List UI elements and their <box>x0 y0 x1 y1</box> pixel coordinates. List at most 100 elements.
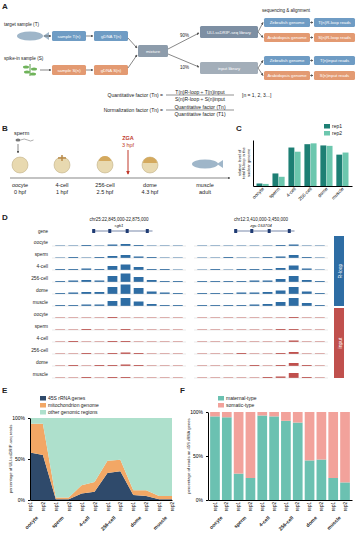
box <box>264 18 310 27</box>
signal-bar <box>108 287 118 294</box>
signal-bar <box>263 245 273 247</box>
signal-bar <box>263 365 273 367</box>
bar-segment <box>281 412 291 421</box>
exon <box>146 229 149 233</box>
cell-cap <box>58 155 66 161</box>
signal-bar <box>55 377 65 379</box>
tick-label: rep2 <box>170 502 175 512</box>
exon <box>126 229 129 233</box>
label: oocyte <box>34 240 48 245</box>
signal-bar <box>250 329 260 331</box>
signal-bar <box>276 291 286 295</box>
signal-bar <box>210 353 220 355</box>
signal-bar <box>197 269 207 271</box>
signal-bar <box>210 257 220 259</box>
label: maternal-type <box>226 395 257 401</box>
tick-label: rep1 <box>236 502 241 512</box>
label: 3 hpf <box>122 142 135 148</box>
signal-bar <box>160 341 170 343</box>
box <box>94 31 128 41</box>
signal-bar <box>315 377 325 379</box>
signal-bar <box>302 292 312 295</box>
signal-bar <box>236 245 246 247</box>
legend-item: maternal-type <box>218 395 257 401</box>
legend-item: rep2 <box>324 130 342 136</box>
track-baseline <box>52 318 186 319</box>
box-label: gDNA T(n) <box>101 34 122 39</box>
label: 4-cell <box>78 514 92 528</box>
label: chr12:3,410,000-3,450,000 <box>234 217 289 222</box>
signal-bar <box>147 341 157 343</box>
bar-segment <box>246 478 256 500</box>
arrow <box>258 61 263 69</box>
tick: 256-cell <box>297 186 312 201</box>
signal-bar <box>147 329 157 331</box>
signal-bar <box>197 365 207 367</box>
tick-mark <box>28 459 30 460</box>
tick-label: rep2 <box>295 502 300 512</box>
signal-bar <box>121 244 131 246</box>
label: rep2 <box>332 130 342 136</box>
tick-label: rep1 <box>307 502 312 512</box>
signal-bar <box>173 341 183 343</box>
track-baseline <box>194 342 328 343</box>
tick-label: rep1 <box>157 502 162 512</box>
tick: oocyte <box>251 186 265 200</box>
signal-bar <box>210 365 220 367</box>
figure: ABCDEFtarget sample (T)spike-in sample (… <box>0 0 356 550</box>
panel-letter: A <box>2 2 8 11</box>
signal-bar <box>121 265 131 271</box>
axis-line <box>254 186 353 187</box>
label: 4-cell <box>55 182 68 188</box>
bar <box>336 155 342 186</box>
tick: rep2 <box>272 502 277 512</box>
tick-label: rep2 <box>224 502 229 512</box>
tick: rep2 <box>295 502 300 512</box>
label: sperm <box>14 130 30 136</box>
track-baseline <box>194 378 328 379</box>
legend-swatch <box>218 403 224 408</box>
signal-bar <box>223 377 233 379</box>
y-axis: 0%50%100% <box>12 415 30 503</box>
bar-segment <box>328 412 338 478</box>
signal-bar <box>55 341 65 343</box>
axis-line <box>31 500 173 501</box>
signal-bar <box>250 281 260 283</box>
tick: 100% <box>190 409 208 415</box>
signal-bar <box>55 245 65 247</box>
label: muscle <box>33 372 49 377</box>
label: 2.5 hpf <box>97 189 114 195</box>
signal-bar <box>197 341 207 343</box>
tick: rep2 <box>343 502 348 512</box>
bar <box>272 173 278 186</box>
label: sperm <box>35 324 48 329</box>
bar <box>257 183 263 186</box>
tick-label: rep2 <box>41 502 46 512</box>
bar-segment <box>305 460 315 500</box>
signal-bar <box>236 377 246 379</box>
signal-bar <box>147 280 157 282</box>
signal-bar <box>197 317 207 319</box>
label: 256-cell <box>277 514 295 532</box>
tick: rep1 <box>307 502 312 512</box>
plant-leaf <box>31 68 37 71</box>
track-baseline <box>52 294 186 295</box>
signal-bar <box>302 280 312 282</box>
signal-bar <box>134 317 144 319</box>
signal-bar <box>263 329 273 331</box>
tick-label: rep2 <box>343 502 348 512</box>
signal-bar <box>289 373 299 378</box>
exon <box>288 229 291 233</box>
fraction-bar <box>166 110 234 111</box>
signal-bar <box>68 377 78 379</box>
label: percentage of reads on 45S rRNA genes <box>186 418 191 493</box>
legend-item: somatic-type <box>218 402 255 408</box>
signal-bar <box>250 377 260 379</box>
tick-mark <box>206 412 208 413</box>
axis-line <box>30 419 31 501</box>
box <box>264 56 310 65</box>
box-label: sample T(n) <box>58 34 81 39</box>
tick: rep2 <box>144 502 149 512</box>
tick: rep1 <box>331 502 336 512</box>
signal-bar <box>94 281 104 283</box>
